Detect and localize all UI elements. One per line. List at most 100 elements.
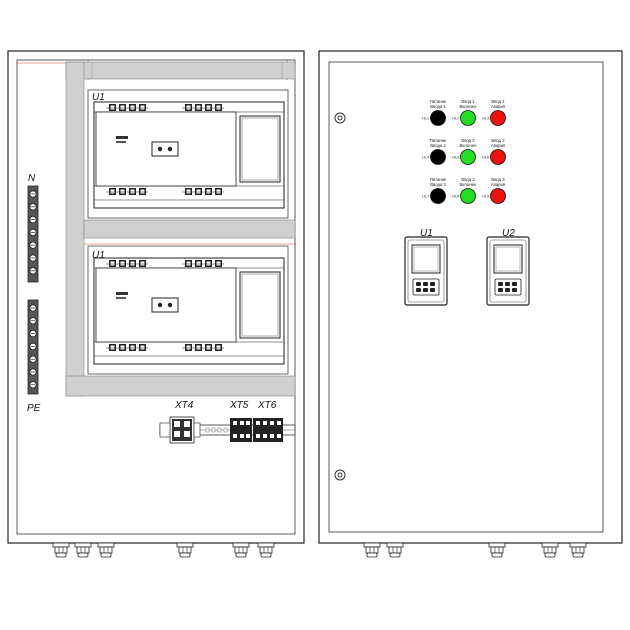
cable-duct-top — [65, 61, 296, 80]
lamp-lens — [460, 188, 476, 204]
cable-duct-bottom — [65, 375, 296, 397]
busbar-screw — [29, 203, 37, 211]
rail-slot — [211, 427, 216, 433]
cable-glands-right — [363, 542, 587, 558]
lamp-caption: Включен — [460, 143, 478, 148]
lamp-code: HL6 — [482, 156, 489, 160]
right-cabinet-door — [328, 61, 604, 533]
cable-gland — [176, 542, 194, 558]
cable-gland — [363, 542, 381, 558]
lamp-caption: Авария — [491, 104, 505, 109]
busbar-screw — [29, 304, 37, 312]
controller-u1 — [404, 236, 448, 306]
busbar-screw — [29, 355, 37, 363]
lamp-caption: Ввода 3 — [430, 182, 446, 187]
lamp-caption: Ввод 3 — [491, 177, 505, 182]
busbar-pe-screws — [29, 304, 37, 389]
controller-keypad — [412, 278, 440, 296]
lamp-code: HL8 — [452, 195, 459, 199]
transfer-switch-2 — [87, 245, 289, 375]
lamp-caption: Ввода 1 — [430, 104, 446, 109]
cable-gland — [569, 542, 587, 558]
lamp-caption: Питание — [430, 177, 447, 182]
left-cabinet: N PE XT4 XT5 XT6 — [7, 50, 305, 558]
busbar-n-label: N — [28, 173, 36, 184]
busbar-screw — [29, 381, 37, 389]
cable-gland — [386, 542, 404, 558]
lamp-code: HL1 — [422, 117, 429, 121]
lamp-code: HL2 — [452, 117, 459, 121]
busbar-screw — [29, 329, 37, 338]
busbar-pe-label: PE — [27, 403, 41, 414]
controller-u2 — [486, 236, 530, 306]
busbar-screw — [29, 216, 37, 224]
lamp-caption: Питание — [430, 138, 447, 143]
door-hinge-bottom — [334, 469, 346, 481]
terminal-label-xt5: XT5 — [229, 400, 249, 411]
lamp-caption: Питание — [430, 99, 447, 104]
terminal-block-xt6 — [253, 418, 283, 442]
terminal-block-xt4 — [159, 416, 201, 444]
lamp-caption: Включен — [460, 104, 478, 109]
lamp-lens — [460, 110, 476, 126]
lamp-lens — [490, 188, 506, 204]
lamp-caption: Авария — [491, 143, 505, 148]
busbar-screw — [29, 190, 37, 198]
busbar-screw — [29, 254, 37, 262]
controller-label-1: U1 — [420, 228, 433, 239]
lamp-code: HL3 — [482, 117, 489, 121]
cable-gland — [541, 542, 559, 558]
busbar-n-screws — [29, 190, 37, 275]
lamp-lens — [490, 149, 506, 165]
lamp-lens — [430, 149, 446, 165]
busbar-screw — [29, 241, 37, 249]
lamp-caption: Авария — [491, 182, 505, 187]
lamp-caption: Ввода 2 — [430, 143, 446, 148]
cable-glands-left — [52, 542, 275, 558]
controller-keypad — [494, 278, 522, 296]
cable-duct-middle — [83, 219, 296, 239]
busbar-screw — [29, 267, 37, 275]
cable-gland — [52, 542, 70, 558]
busbar-screw — [29, 317, 37, 325]
lamp-caption: Ввод 1 — [461, 99, 475, 104]
busbar-screw — [29, 368, 37, 376]
lamp-code: HL9 — [482, 195, 489, 199]
switch-handle — [151, 141, 179, 157]
lamp-caption: Ввод 2 — [491, 138, 505, 143]
busbar-screw — [29, 342, 37, 350]
din-rail-slots — [205, 427, 228, 433]
cable-gland — [232, 542, 250, 558]
controller-screen — [493, 244, 523, 274]
lamp-caption: Включен — [460, 182, 478, 187]
rail-slot — [205, 427, 210, 433]
transfer-switch-1 — [87, 89, 289, 219]
terminal-label-xt6: XT6 — [257, 400, 277, 411]
rail-slot — [217, 427, 222, 433]
switch-label-1: U1 — [92, 92, 105, 103]
lamp-code: HL4 — [422, 156, 429, 160]
door-hinge-top — [334, 112, 346, 124]
lamp-caption: Ввод 1 — [491, 99, 505, 104]
switch-label-2: U1 — [92, 250, 105, 261]
terminal-block-xt5 — [230, 418, 252, 442]
cable-gland — [97, 542, 115, 558]
lamp-code: HL5 — [452, 156, 459, 160]
lamp-lens — [460, 149, 476, 165]
cable-gland — [488, 542, 506, 558]
controller-screen — [411, 244, 441, 274]
cable-gland — [74, 542, 92, 558]
lamp-lens — [490, 110, 506, 126]
lamp-lens — [430, 110, 446, 126]
